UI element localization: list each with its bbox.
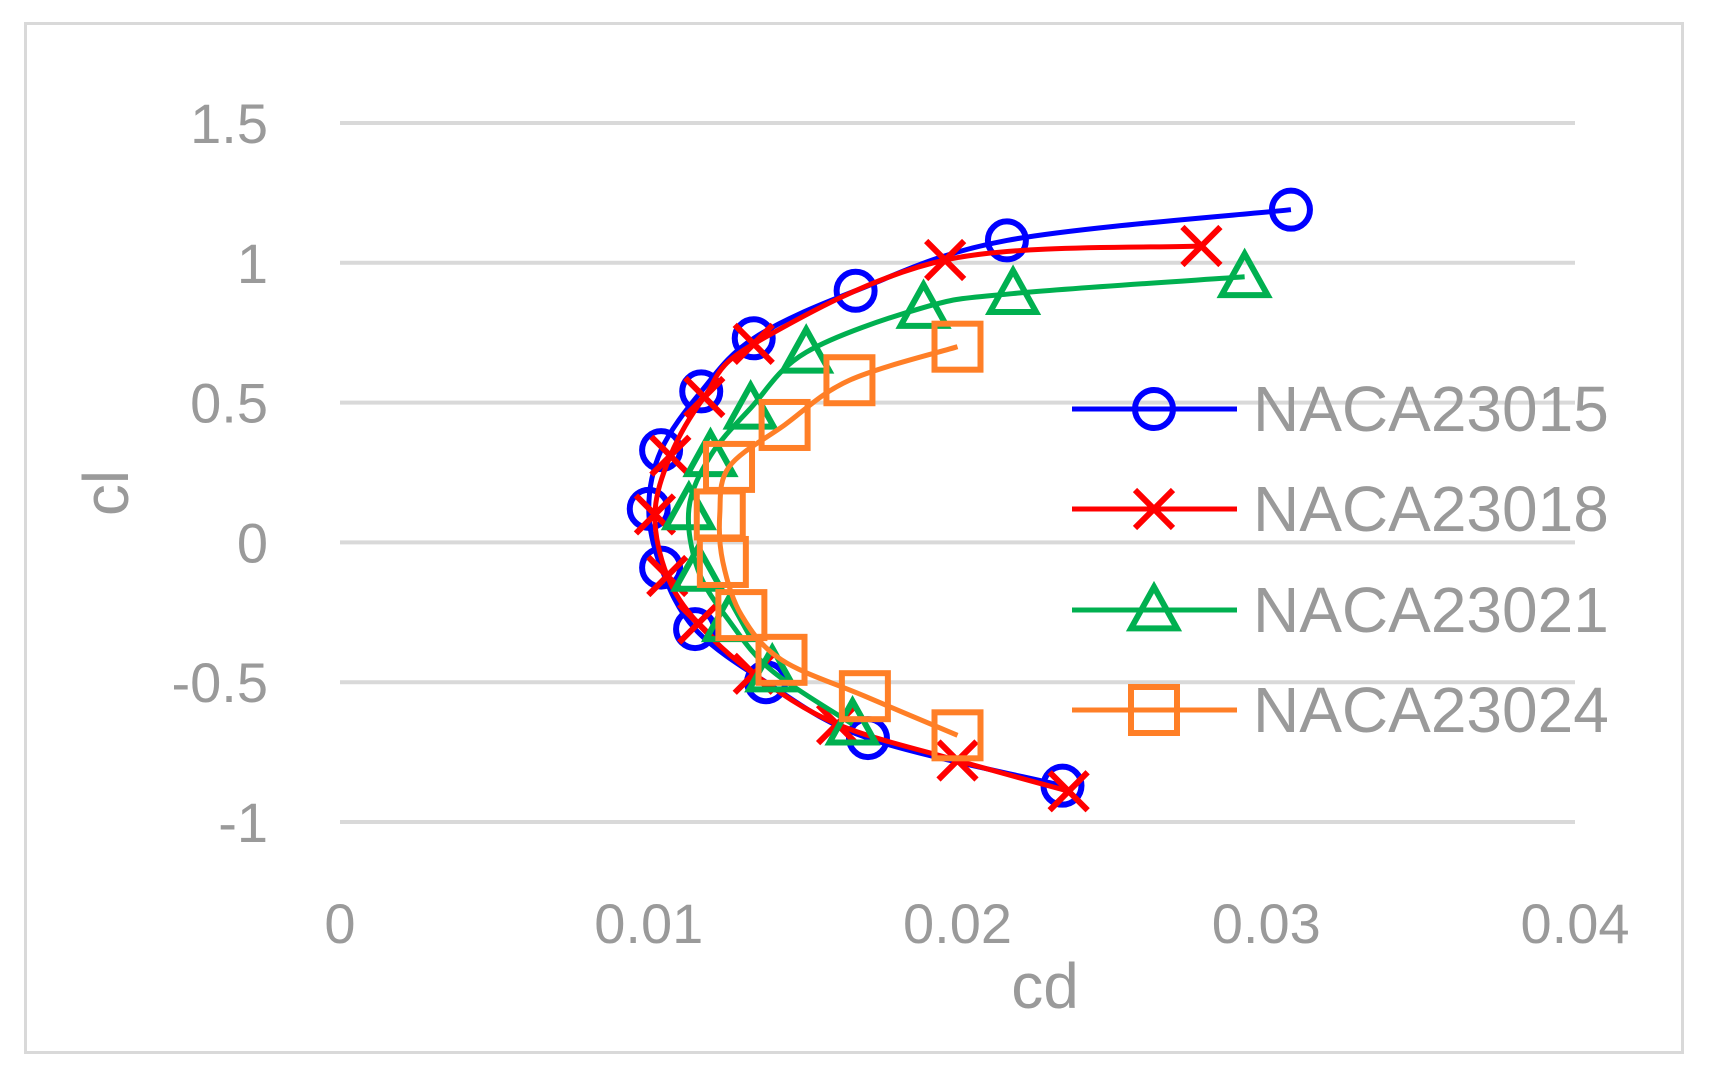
legend-marker [1132, 487, 1176, 531]
chart-frame [24, 22, 1684, 1054]
data-point [838, 670, 891, 723]
series-NACA23024 [693, 320, 984, 762]
legend-marker [1125, 580, 1183, 632]
data-point [683, 375, 726, 419]
data-point [984, 218, 1029, 263]
legend-item: NACA23018 [1072, 473, 1609, 545]
data-point [649, 434, 692, 477]
series-layer [626, 187, 1313, 813]
legend-label: NACA23021 [1253, 574, 1609, 646]
legend-marker [1132, 387, 1176, 431]
data-point [1180, 224, 1223, 268]
y-tick-label: 0.5 [190, 372, 268, 435]
y-tick-labels: -1 -0.5 0 0.5 1 1.5 [172, 92, 269, 854]
x-tick-label: 0 [324, 892, 355, 955]
data-point [924, 238, 967, 282]
data-point [984, 264, 1042, 315]
x-tick-labels: 0 0.01 0.02 0.03 0.04 [324, 892, 1629, 955]
legend-item: NACA23024 [1072, 674, 1609, 746]
y-tick-label: 1 [237, 232, 268, 295]
data-point [778, 323, 835, 374]
data-point [703, 440, 756, 493]
data-point [670, 541, 727, 592]
series-NACA23018 [633, 224, 1223, 813]
y-tick-label: 0 [237, 511, 268, 574]
data-point [682, 426, 739, 478]
legend-item: NACA23015 [1072, 373, 1609, 445]
data-point [731, 316, 776, 361]
y-tick-label: 1.5 [190, 92, 268, 155]
data-point [823, 354, 876, 407]
y-tick-label: -0.5 [172, 651, 269, 714]
legend-marker [1128, 684, 1180, 736]
legend-label: NACA23015 [1253, 373, 1609, 445]
data-point [732, 322, 775, 366]
data-point [1047, 770, 1090, 813]
gridlines [340, 121, 1575, 824]
data-point [833, 268, 878, 313]
legend: NACA23015 NACA23018 NACA23021 NACA23024 [1072, 373, 1609, 746]
y-tick-label: -1 [218, 791, 268, 854]
data-point [895, 278, 952, 329]
data-point [660, 479, 717, 531]
x-axis-title: cd [1011, 950, 1079, 1022]
legend-label: NACA23018 [1253, 473, 1609, 545]
x-tick-label: 0.01 [594, 892, 703, 955]
data-point [931, 709, 984, 762]
data-point [715, 589, 768, 642]
data-point [931, 320, 984, 373]
data-point [626, 486, 671, 531]
x-tick-label: 0.02 [903, 892, 1012, 955]
y-axis-title: cl [70, 470, 142, 516]
data-point [758, 398, 811, 451]
data-point [679, 369, 724, 414]
data-point [755, 633, 808, 686]
legend-label: NACA23024 [1253, 674, 1609, 746]
data-point [1216, 247, 1273, 299]
legend-item: NACA23021 [1072, 574, 1609, 646]
x-tick-label: 0.03 [1212, 892, 1321, 955]
data-point [1268, 187, 1313, 232]
x-tick-label: 0.04 [1521, 892, 1630, 955]
